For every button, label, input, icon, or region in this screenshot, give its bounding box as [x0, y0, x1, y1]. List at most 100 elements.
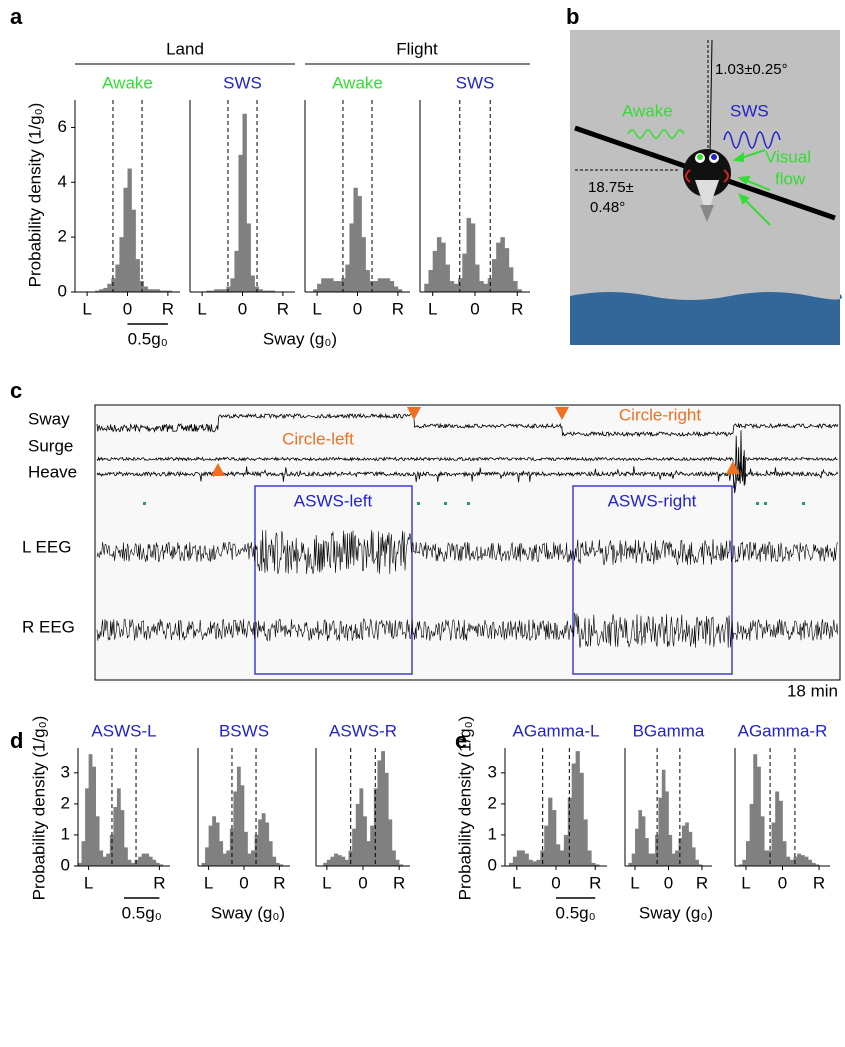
bar — [127, 168, 132, 292]
bar — [127, 859, 132, 866]
beak — [695, 180, 719, 215]
angle-label: 18.75± — [588, 179, 634, 196]
bar — [651, 853, 656, 866]
surge-trace — [96, 430, 838, 489]
bird-head — [683, 149, 731, 197]
bar — [233, 791, 238, 866]
x-axis-label: Sway (g₀) — [263, 329, 337, 348]
bar — [681, 825, 686, 866]
bar — [635, 828, 639, 866]
eye — [697, 154, 703, 160]
bar — [475, 264, 480, 292]
bar — [214, 289, 219, 292]
y-tick-label: 0 — [61, 855, 70, 874]
bar — [226, 850, 231, 866]
bar — [106, 853, 111, 866]
bar — [445, 264, 450, 292]
bar — [778, 800, 783, 866]
bar — [631, 853, 636, 866]
bar — [771, 822, 776, 866]
x-tick-label: 0 — [778, 873, 787, 892]
water — [570, 292, 842, 345]
bar — [326, 859, 331, 866]
bar — [85, 788, 89, 866]
x-tick-label: R — [813, 873, 825, 892]
y-axis-label: Probability density (1/g₀) — [25, 103, 44, 288]
trace-label: R EEG — [22, 617, 75, 636]
bar — [436, 237, 442, 292]
bar — [508, 267, 514, 292]
x-tick-label: 0 — [551, 873, 560, 892]
bar — [556, 844, 561, 866]
bar — [134, 859, 139, 866]
chart-title: SWS — [223, 73, 262, 92]
bar — [210, 290, 215, 292]
bar — [381, 278, 387, 292]
bar — [638, 810, 643, 866]
x-tick-label: 0 — [358, 873, 367, 892]
bar — [345, 264, 350, 292]
bar — [397, 289, 403, 292]
bar — [567, 797, 572, 866]
chart-title: BSWS — [219, 721, 269, 740]
bar — [373, 788, 378, 866]
bar — [95, 290, 100, 292]
bar — [222, 853, 227, 866]
bar — [88, 754, 93, 866]
flow-label: Visual — [765, 147, 811, 166]
chart-title: Awake — [102, 73, 153, 92]
x-axis-label: Sway (g₀) — [639, 903, 713, 922]
bar — [242, 113, 247, 292]
awake-wave — [627, 129, 685, 139]
bar — [333, 281, 338, 292]
chart-title: SWS — [456, 73, 495, 92]
panel-label: e — [455, 728, 467, 753]
bar — [138, 856, 142, 866]
bar — [244, 831, 248, 866]
bar — [212, 816, 216, 866]
chart-title: ASWS-R — [329, 721, 397, 740]
trace-label: Heave — [28, 462, 77, 481]
scale-bar-label: 0.5g₀ — [556, 903, 596, 922]
bar — [804, 856, 809, 866]
y-tick-label: 0 — [58, 281, 67, 300]
bar — [230, 278, 235, 292]
bar — [330, 856, 335, 866]
bar — [583, 819, 588, 866]
bar — [458, 278, 463, 292]
x-tick-label: 0 — [470, 299, 479, 318]
bar — [655, 834, 659, 866]
bar — [363, 816, 367, 866]
bar — [559, 850, 565, 866]
bar — [815, 864, 820, 866]
bar — [268, 841, 273, 866]
y-tick-label: 2 — [58, 227, 67, 246]
chart-title: AGamma-L — [513, 721, 600, 740]
bar — [155, 289, 161, 292]
bar — [504, 248, 510, 292]
y-tick-label: 3 — [488, 762, 497, 781]
flow-label: flow — [775, 169, 806, 188]
bar — [323, 862, 328, 866]
trace-label: Surge — [28, 436, 73, 455]
bar — [449, 281, 455, 292]
bar — [258, 819, 262, 866]
bar — [317, 283, 322, 292]
x-axis-label: Sway (g₀) — [211, 903, 285, 922]
bar — [579, 772, 584, 866]
trace-label: Sway — [28, 409, 70, 428]
y-tick-label: 2 — [61, 793, 70, 812]
x-tick-label: R — [392, 299, 404, 318]
tilt-label: 1.03±0.25° — [715, 61, 788, 78]
bar — [99, 850, 104, 866]
bar — [272, 856, 277, 866]
bar — [99, 289, 104, 292]
bar — [698, 864, 703, 866]
bar — [658, 797, 663, 866]
sway-trace — [96, 412, 839, 438]
bar — [393, 286, 399, 292]
bar — [120, 810, 125, 866]
bar — [215, 822, 220, 866]
bar — [143, 286, 148, 292]
bar — [234, 250, 239, 292]
